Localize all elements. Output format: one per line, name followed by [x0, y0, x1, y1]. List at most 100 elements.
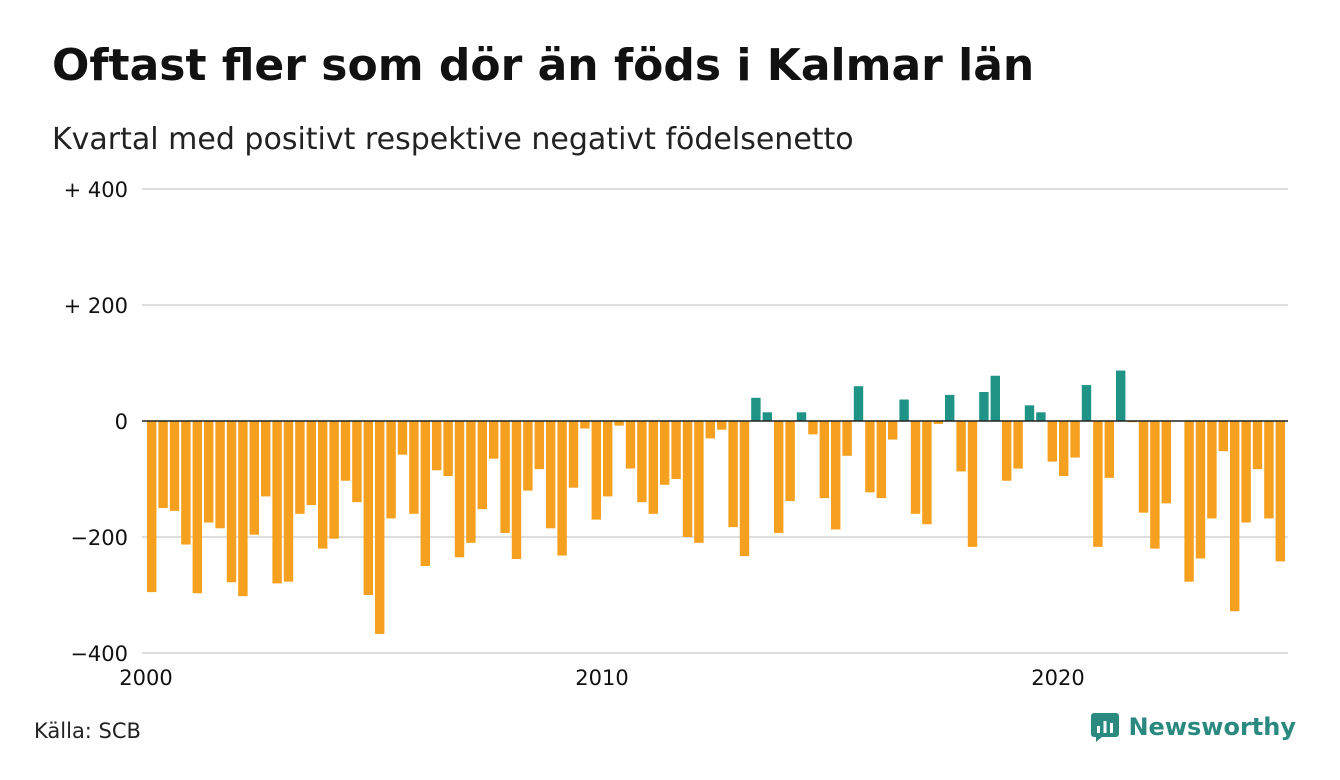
- y-tick-label: −400: [70, 642, 128, 666]
- bar: [808, 421, 818, 435]
- bar-layer: [147, 370, 1285, 634]
- bar: [443, 421, 453, 477]
- bar: [865, 421, 875, 493]
- bar: [557, 421, 567, 556]
- bar: [192, 421, 202, 594]
- bar: [990, 375, 1000, 421]
- bar: [717, 421, 727, 430]
- x-tick-label: 2000: [119, 666, 172, 690]
- bar: [1264, 421, 1274, 519]
- source-note: Källa: SCB: [34, 719, 141, 743]
- bar: [1093, 421, 1103, 547]
- bar: [1241, 421, 1251, 523]
- bar: [762, 412, 772, 421]
- bar: [671, 421, 681, 479]
- chart-title: Oftast fler som dör än föds i Kalmar län: [52, 40, 1035, 91]
- bar: [853, 386, 864, 421]
- bar: [352, 421, 362, 503]
- bar: [933, 421, 943, 424]
- bar: [751, 397, 761, 421]
- bar: [169, 421, 180, 511]
- bar: [420, 421, 430, 566]
- bar: [1138, 421, 1149, 513]
- bar: [1150, 421, 1160, 549]
- bar: [158, 421, 168, 508]
- bar: [888, 421, 898, 440]
- bar: [591, 421, 601, 520]
- bar: [283, 421, 294, 582]
- bar: [1081, 385, 1092, 421]
- bar: [1070, 421, 1080, 458]
- bar: [705, 421, 715, 439]
- brand-name: Newsworthy: [1128, 713, 1296, 741]
- bar: [694, 421, 704, 543]
- bar: [945, 394, 955, 421]
- bar: [477, 421, 487, 510]
- bar: [523, 421, 533, 491]
- y-tick-label: 0: [115, 410, 128, 434]
- bar: [1207, 421, 1217, 519]
- bar: [1047, 421, 1057, 462]
- bar: [831, 421, 841, 530]
- bar: [181, 421, 191, 545]
- bar: [785, 421, 795, 502]
- bar: [375, 421, 385, 634]
- bar: [603, 421, 613, 497]
- bar: [215, 421, 225, 529]
- bar: [261, 421, 271, 497]
- bar: [511, 421, 522, 560]
- bar: [295, 421, 305, 514]
- bar: [546, 421, 556, 529]
- bar: [728, 421, 738, 528]
- bar: [306, 421, 316, 506]
- x-tick-label: 2010: [575, 666, 628, 690]
- bar: [147, 421, 157, 593]
- bar: [272, 421, 282, 584]
- bar: [910, 421, 921, 514]
- bar: [922, 421, 932, 525]
- bar: [967, 421, 978, 547]
- x-tick-label: 2020: [1031, 666, 1084, 690]
- bar: [1024, 405, 1035, 421]
- bar: [899, 399, 909, 421]
- y-tick-label: + 400: [64, 178, 128, 202]
- bar: [1218, 421, 1228, 452]
- bar: [1184, 421, 1194, 582]
- brand-logo[interactable]: Newsworthy: [1090, 712, 1296, 742]
- bar: [363, 421, 373, 595]
- bar: [819, 421, 829, 499]
- bar: [1036, 412, 1046, 421]
- bar: [226, 421, 237, 583]
- bar: [956, 421, 966, 472]
- bar: [534, 421, 544, 470]
- bar: [648, 421, 658, 514]
- bar: [386, 421, 396, 519]
- bar: [682, 421, 693, 537]
- bar: [796, 412, 807, 421]
- bar: [432, 421, 442, 471]
- bar: [466, 421, 476, 543]
- bar: [1013, 421, 1023, 469]
- bar: [238, 421, 248, 597]
- bar: [876, 421, 886, 499]
- bar: [1252, 421, 1263, 470]
- bar: [842, 421, 852, 456]
- bar: [637, 421, 647, 503]
- newsworthy-logo-icon: [1091, 713, 1120, 742]
- y-tick-label: −200: [70, 526, 128, 550]
- bar: [500, 421, 510, 533]
- bar: [979, 392, 989, 421]
- bar: [625, 421, 636, 469]
- bar: [1116, 370, 1126, 421]
- bar: [614, 421, 624, 426]
- bar: [340, 421, 351, 481]
- bar: [568, 421, 579, 488]
- bar: [660, 421, 670, 485]
- bar: [1230, 421, 1240, 612]
- bar: [489, 421, 499, 459]
- bar: [409, 421, 419, 514]
- bar: [774, 421, 784, 533]
- bar: [1195, 421, 1206, 559]
- bar: [1161, 421, 1171, 504]
